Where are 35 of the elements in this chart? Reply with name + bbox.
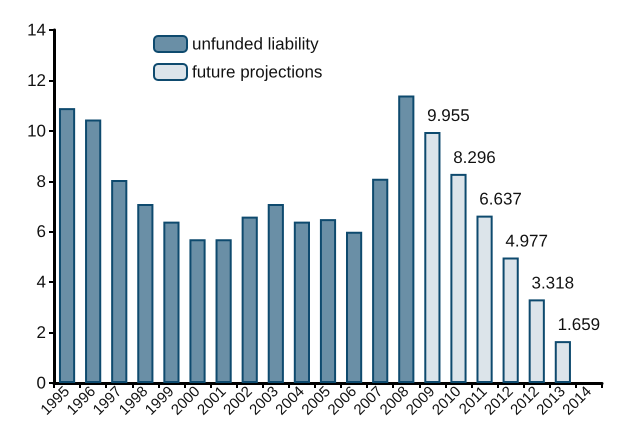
data-label: 4.977 — [505, 232, 548, 251]
bar — [189, 239, 206, 383]
bar — [216, 239, 232, 383]
bar — [476, 216, 493, 383]
y-tick-label: 12 — [27, 70, 46, 90]
data-label: 3.318 — [531, 273, 574, 292]
bar — [528, 299, 545, 383]
bar — [372, 178, 388, 383]
y-tick-label: 4 — [36, 272, 46, 292]
bar — [320, 219, 336, 383]
data-label: 6.637 — [479, 190, 522, 209]
y-tick-label: 10 — [27, 121, 46, 140]
data-label: 9.955 — [427, 106, 470, 125]
y-tick-label: 8 — [36, 172, 46, 191]
bar — [398, 96, 414, 383]
y-tick-label: 6 — [36, 222, 46, 242]
bar — [554, 341, 571, 383]
legend-label: unfunded liability — [192, 34, 320, 54]
bar — [58, 108, 76, 383]
bar — [137, 204, 154, 383]
y-tick-label: 14 — [27, 20, 46, 40]
bar — [242, 216, 258, 383]
y-tick-label: 2 — [36, 323, 46, 342]
bar — [163, 222, 180, 383]
bar — [85, 120, 102, 383]
bar — [268, 204, 284, 383]
data-label: 1.659 — [558, 315, 600, 334]
bar — [111, 180, 128, 383]
bar — [424, 132, 440, 383]
data-label: 8.296 — [453, 148, 496, 167]
bar — [502, 258, 519, 383]
bar — [346, 232, 362, 383]
legend-label: future projections — [192, 62, 322, 82]
bar — [450, 174, 467, 383]
bar — [294, 222, 310, 383]
